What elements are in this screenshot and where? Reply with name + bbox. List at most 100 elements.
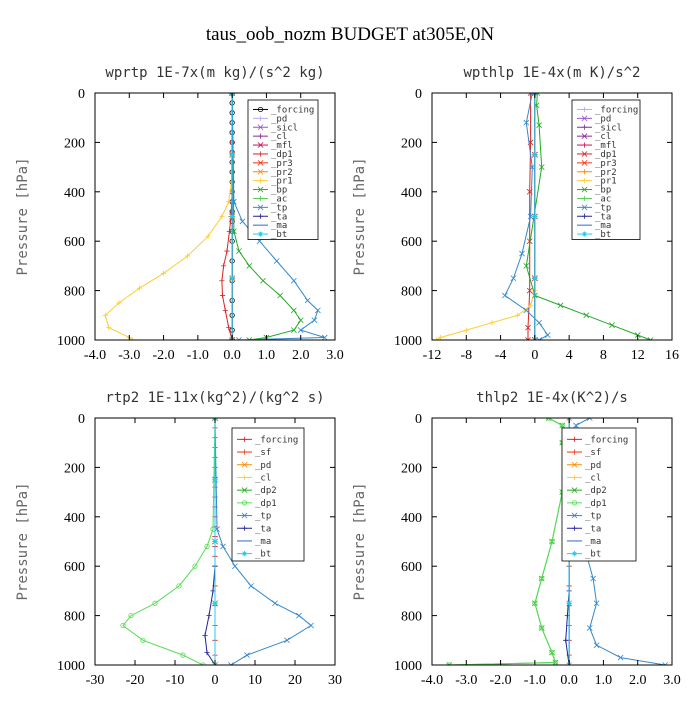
series-point-tp xyxy=(284,637,290,644)
series-point-bp xyxy=(538,164,545,170)
legend-label-ta: _ta xyxy=(255,524,271,534)
x-tick-label: -20 xyxy=(126,673,145,688)
legend-marker-dp2 xyxy=(571,487,578,494)
x-tick-label: 12 xyxy=(631,348,645,363)
x-tick-label: 0.0 xyxy=(223,348,241,363)
series-point-bt xyxy=(229,213,235,220)
x-tick-label: -3.0 xyxy=(118,348,140,363)
series-point-bp xyxy=(290,307,297,314)
x-tick-label: 8 xyxy=(600,348,607,363)
legend-box xyxy=(231,427,305,562)
series-point-dp1 xyxy=(220,263,227,269)
legend-marker-pr1 xyxy=(581,178,588,184)
series-point-tp xyxy=(536,337,543,340)
x-tick-label: -4.0 xyxy=(421,673,443,688)
series-point-dp1 xyxy=(224,248,230,254)
series-point-tp xyxy=(573,422,579,429)
series-point-dp1 xyxy=(539,625,545,631)
legend-label-dp1: _dp1 xyxy=(585,499,607,509)
series-point-tp xyxy=(510,275,517,282)
series-point-tp xyxy=(220,543,226,550)
series-point-tp xyxy=(308,622,314,629)
series-line-pr1 xyxy=(436,93,536,340)
legend: _forcing_pd_sicl_cl_mfl_dp1_pr3_pr2_pr1_… xyxy=(247,99,319,240)
legend-label-sf: _sf xyxy=(585,448,601,458)
x-tick-label: -4.0 xyxy=(84,348,106,363)
series-point-bp xyxy=(290,327,297,334)
series-point-tp xyxy=(272,600,278,607)
y-tick-label: 1000 xyxy=(394,659,422,674)
legend-marker-cl xyxy=(581,133,588,140)
y-tick-label: 0 xyxy=(415,87,422,102)
panel-4: thlp2 1E-4x(K^2)/s Pressure [hPa] -4.0 -3.0… xyxy=(352,390,681,688)
series-point-dp1 xyxy=(120,622,126,629)
series-point-tp xyxy=(304,297,311,304)
legend-marker-bt xyxy=(241,551,248,557)
plot-area xyxy=(120,418,314,665)
legend-marker-ta xyxy=(581,213,588,219)
series-point-dp1 xyxy=(192,563,198,569)
legend-label-forcing: _forcing xyxy=(595,105,638,115)
plot-frame xyxy=(94,92,336,341)
legend-marker-cl xyxy=(571,474,578,481)
series-point-tp xyxy=(617,654,624,661)
x-tick-label: -12 xyxy=(423,348,442,363)
y-tick-label: 400 xyxy=(64,511,85,526)
series-point-bt xyxy=(212,477,218,483)
legend-marker-dp2 xyxy=(241,487,248,494)
legend-label-pr1: _pr1 xyxy=(271,177,293,187)
legend-label-pr2: _pr2 xyxy=(595,168,617,178)
series-point-tp xyxy=(297,327,304,334)
panel-title: wpthlp 1E-4x(m K)/s^2 xyxy=(463,65,640,81)
series-point-dp1 xyxy=(226,325,232,331)
x-tick-label: 0 xyxy=(531,348,538,363)
series-point-bt xyxy=(229,275,235,281)
y-tick-label: 0 xyxy=(415,412,422,427)
series-point-bt xyxy=(532,275,538,281)
series-point-tp xyxy=(311,317,318,324)
series-point-tp xyxy=(232,563,238,570)
legend-label-ta: _ta xyxy=(595,212,611,222)
x-tick-label: 20 xyxy=(288,673,302,688)
series-point-bt xyxy=(212,600,218,606)
legend-label-bp: _bp xyxy=(271,186,287,196)
plot-frame xyxy=(431,92,673,341)
series-point-dp1 xyxy=(152,600,158,606)
legend-marker-tp xyxy=(581,204,588,211)
y-tick-label: 200 xyxy=(401,461,422,476)
x-tick-label: -2.0 xyxy=(152,348,174,363)
series-point-tp xyxy=(248,583,254,589)
legend-label-mfl: _mfl xyxy=(595,141,617,151)
y-tick-label: 600 xyxy=(64,560,85,575)
legend-marker-ac xyxy=(581,195,588,202)
plot-frame xyxy=(431,417,673,666)
series-point-bp xyxy=(523,263,530,269)
legend-label-dp1: _dp1 xyxy=(595,150,617,160)
panel-3: rtp2 1E-11x(kg^2)/(kg^2 s) Pressure [hPa]… xyxy=(15,390,342,688)
series-point-pr1 xyxy=(160,270,167,276)
series-point-ta xyxy=(563,637,569,643)
legend-label-dp1: _dp1 xyxy=(271,150,293,160)
series-line-tp xyxy=(504,93,549,340)
legend-marker-dp1 xyxy=(571,500,578,506)
legend-label-bt: _bt xyxy=(585,550,601,560)
legend-label-dp2: _dp2 xyxy=(585,486,607,496)
series-point-dp1 xyxy=(549,538,555,545)
series-point-bp xyxy=(297,317,304,324)
series-point-pr1 xyxy=(102,312,108,318)
x-tick-label: 30 xyxy=(328,673,342,688)
series-point-tp xyxy=(590,575,597,582)
series-point-dp1 xyxy=(549,650,555,656)
series-point-pr1 xyxy=(489,320,495,326)
series-point-bp xyxy=(534,93,541,96)
series-point-dp1 xyxy=(545,418,552,421)
legend-label-sicl: _sicl xyxy=(271,123,298,133)
series-point-bt xyxy=(566,600,572,606)
y-tick-label: 0 xyxy=(78,87,85,102)
y-tick-label: 400 xyxy=(401,186,422,201)
legend-label-forcing: _forcing xyxy=(271,105,314,115)
x-tick-label: 1.0 xyxy=(595,673,613,688)
legend-label-ta: _ta xyxy=(271,212,287,222)
legend-marker-tp xyxy=(257,204,264,211)
